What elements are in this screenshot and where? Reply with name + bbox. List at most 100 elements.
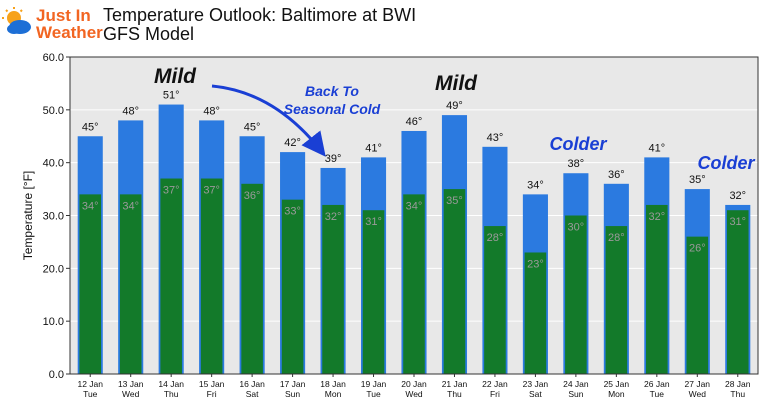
y-tick-label: 50.0 — [43, 105, 64, 117]
bar-low — [200, 178, 223, 374]
x-tick-label-date: 23 Jan — [523, 379, 549, 389]
data-label-low: 33° — [284, 206, 301, 218]
x-tick-label-date: 14 Jan — [158, 379, 184, 389]
annotation-text: Mild — [435, 72, 478, 95]
data-label-high: 34° — [527, 179, 544, 191]
x-tick-label-day: Tue — [83, 389, 98, 399]
bar-low — [605, 226, 628, 374]
annotation-text: Colder — [697, 153, 755, 173]
data-label-high: 46° — [406, 116, 423, 128]
x-tick-label-day: Wed — [689, 389, 707, 399]
bar-low — [281, 199, 304, 374]
x-tick-label-date: 19 Jan — [361, 379, 387, 389]
data-label-low: 28° — [487, 232, 504, 244]
data-label-high: 41° — [649, 142, 666, 154]
data-label-high: 48° — [203, 105, 220, 117]
y-tick-label: 20.0 — [43, 263, 64, 275]
y-tick-label: 30.0 — [43, 211, 64, 223]
x-tick-label-day: Sun — [568, 389, 583, 399]
data-label-high: 49° — [446, 100, 463, 112]
annotation-text: Mild — [154, 65, 197, 88]
bar-low — [403, 194, 425, 374]
data-label-high: 45° — [82, 121, 99, 133]
bar-low — [646, 204, 668, 374]
x-tick-label-date: 20 Jan — [401, 379, 427, 389]
bar-low — [79, 194, 102, 374]
data-label-low: 34° — [82, 200, 99, 212]
x-tick-label-day: Tue — [650, 389, 665, 399]
x-tick-label-day: Sat — [529, 389, 542, 399]
data-label-high: 48° — [122, 105, 139, 117]
x-tick-label-day: Mon — [608, 389, 625, 399]
x-tick-label-day: Wed — [122, 389, 140, 399]
x-tick-label-day: Mon — [325, 389, 342, 399]
y-axis-label: Temperature [°F] — [21, 171, 35, 261]
x-tick-label-date: 15 Jan — [199, 379, 225, 389]
data-label-low: 37° — [203, 185, 220, 197]
x-tick-label-day: Thu — [730, 389, 745, 399]
data-label-high: 39° — [325, 153, 342, 165]
bar-low — [160, 178, 182, 374]
data-label-low: 26° — [689, 243, 706, 255]
data-label-high: 38° — [568, 158, 585, 170]
data-label-low: 28° — [608, 232, 625, 244]
x-tick-label-date: 28 Jan — [725, 379, 751, 389]
x-tick-label-date: 18 Jan — [320, 379, 346, 389]
data-label-low: 35° — [446, 195, 463, 207]
bar-low — [322, 204, 344, 374]
sun-cloud-icon — [2, 7, 31, 34]
x-tick-label-day: Thu — [447, 389, 462, 399]
data-label-high: 41° — [365, 142, 382, 154]
annotation-arrow — [211, 84, 326, 157]
x-tick-label-date: 21 Jan — [442, 379, 468, 389]
data-label-low: 23° — [527, 258, 544, 270]
data-label-low: 31° — [365, 216, 382, 228]
x-tick-label-date: 26 Jan — [644, 379, 670, 389]
y-tick-label: 10.0 — [43, 316, 64, 328]
bar-low — [484, 226, 506, 374]
data-label-high: 35° — [689, 174, 706, 186]
x-tick-label-date: 25 Jan — [604, 379, 630, 389]
data-label-low: 30° — [568, 222, 585, 234]
data-label-low: 32° — [649, 211, 666, 223]
x-tick-label-day: Sun — [285, 389, 300, 399]
x-tick-label-date: 12 Jan — [77, 379, 103, 389]
x-tick-label-day: Thu — [164, 389, 179, 399]
plot-frame — [69, 56, 759, 375]
y-tick-label: 0.0 — [49, 369, 64, 381]
x-tick-label-date: 16 Jan — [239, 379, 265, 389]
bar-low — [443, 189, 466, 374]
bar-low — [119, 194, 142, 374]
chart-subtitle: GFS Model — [103, 24, 195, 44]
bar-low — [524, 252, 547, 374]
data-label-low: 31° — [729, 216, 746, 228]
data-label-high: 45° — [244, 121, 261, 133]
data-label-high: 36° — [608, 169, 625, 181]
logo-text-line1: Just In — [36, 6, 91, 25]
bar-low — [362, 210, 385, 374]
data-label-high: 32° — [729, 190, 746, 202]
bar-low — [686, 236, 709, 374]
data-label-high: 43° — [487, 132, 504, 144]
x-tick-label-date: 22 Jan — [482, 379, 508, 389]
logo: Just In Weather — [2, 3, 103, 42]
x-tick-label-date: 13 Jan — [118, 379, 144, 389]
x-tick-label-day: Tue — [366, 389, 381, 399]
x-tick-label-date: 27 Jan — [685, 379, 711, 389]
x-tick-label-date: 24 Jan — [563, 379, 589, 389]
data-label-high: 42° — [284, 137, 301, 149]
bar-low — [565, 215, 587, 374]
x-tick-label-day: Sat — [246, 389, 259, 399]
annotation-text: Seasonal Cold — [284, 101, 381, 117]
annotation-text: Back To — [305, 83, 359, 99]
x-tick-label-day: Wed — [405, 389, 423, 399]
bar-low — [241, 183, 263, 374]
chart-title: Temperature Outlook: Baltimore at BWI — [103, 5, 417, 25]
logo-text-line2: Weather — [36, 23, 103, 42]
data-label-low: 32° — [325, 211, 342, 223]
data-label-low: 37° — [163, 185, 180, 197]
y-tick-label: 60.0 — [43, 52, 64, 64]
data-label-low: 36° — [244, 190, 261, 202]
x-tick-label-date: 17 Jan — [280, 379, 306, 389]
